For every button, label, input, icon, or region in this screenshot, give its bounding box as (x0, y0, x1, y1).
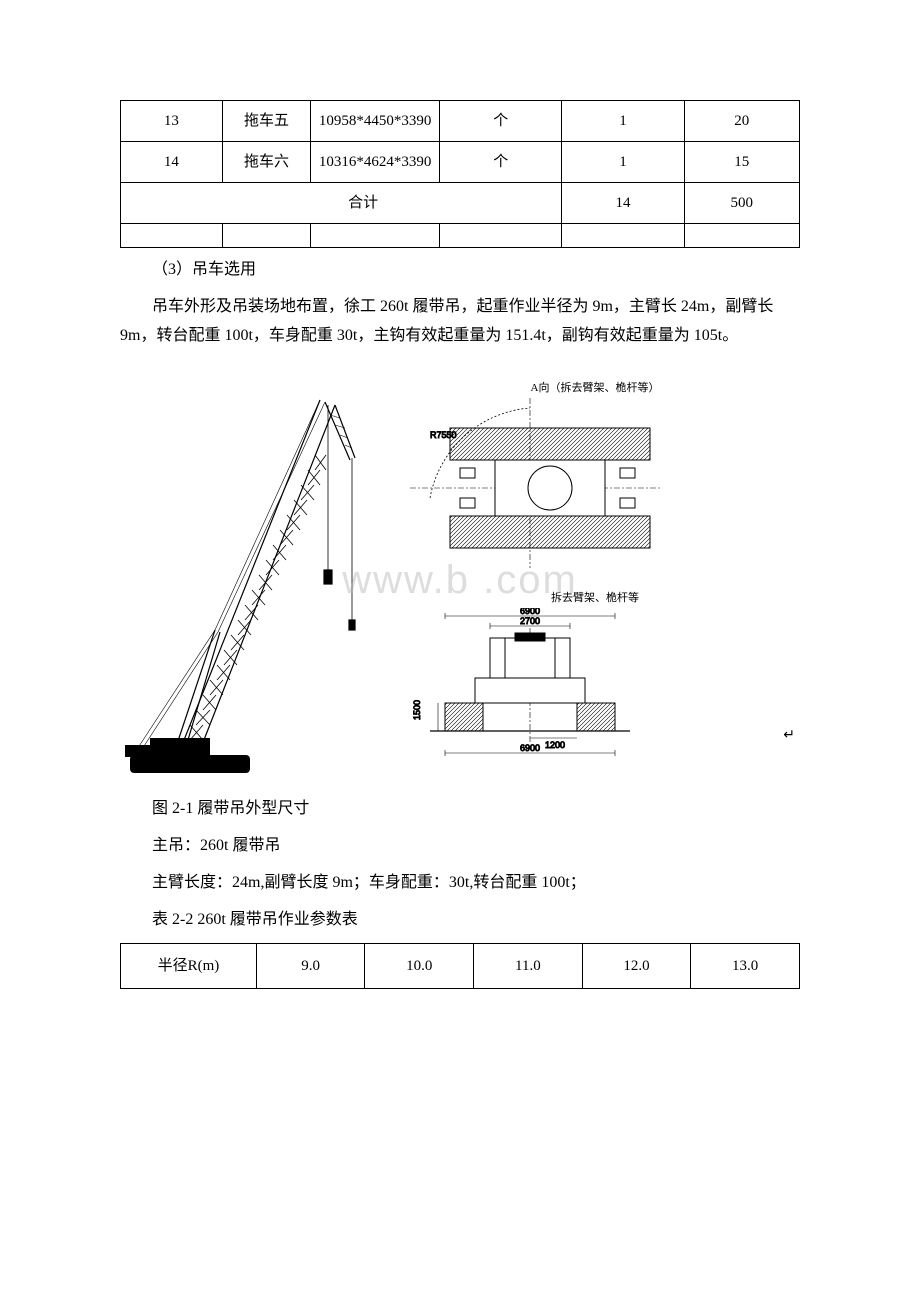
svg-text:2700: 2700 (520, 616, 540, 626)
svg-text:1500: 1500 (412, 700, 422, 720)
cell-qty: 1 (562, 101, 684, 142)
svg-text:6900: 6900 (520, 743, 540, 753)
svg-text:6900: 6900 (520, 608, 540, 616)
crane-top-view: A向（拆去臂架、桅杆等） R7550 (390, 380, 800, 570)
table-total-row: 合计 14 500 (121, 183, 800, 224)
main-crane-spec: 主吊：260t 履带吊 (120, 832, 800, 861)
cell-wt: 20 (684, 101, 799, 142)
crane-diagram: www.b .com (120, 380, 800, 780)
table-row: 13 拖车五 10958*4450*3390 个 1 20 (121, 101, 800, 142)
svg-text:1200: 1200 (545, 740, 565, 750)
cell-qty: 1 (562, 142, 684, 183)
radius-val: 10.0 (365, 943, 474, 988)
radius-table: 半径R(m) 9.0 10.0 11.0 12.0 13.0 (120, 943, 800, 989)
anchor-symbol: ↵ (783, 723, 795, 745)
radius-header: 半径R(m) (121, 943, 257, 988)
top-view-label: A向（拆去臂架、桅杆等） (390, 380, 800, 398)
cell-idx: 14 (121, 142, 223, 183)
crane-side-svg (120, 380, 380, 780)
cell-wt: 15 (684, 142, 799, 183)
table2-caption: 表 2-2 260t 履带吊作业参数表 (120, 906, 800, 935)
crane-rear-svg: 6900 2700 (390, 608, 670, 758)
section-title: （3）吊车选用 (120, 256, 800, 285)
cell-total-qty: 14 (562, 183, 684, 224)
figure-caption: 图 2-1 履带吊外型尺寸 (120, 795, 800, 824)
cell-spec: 10316*4624*3390 (311, 142, 440, 183)
crane-side-view (120, 380, 380, 780)
radius-val: 9.0 (256, 943, 365, 988)
table-row: 14 拖车六 10316*4624*3390 个 1 15 (121, 142, 800, 183)
crane-rear-view: 拆去臂架、桅杆等 6900 2700 (390, 590, 800, 750)
table-empty-row (121, 224, 800, 248)
cell-total-label: 合计 (121, 183, 562, 224)
cell-spec: 10958*4450*3390 (311, 101, 440, 142)
cell-unit: 个 (440, 142, 562, 183)
crane-top-svg: R7550 (390, 398, 670, 568)
table-row: 半径R(m) 9.0 10.0 11.0 12.0 13.0 (121, 943, 800, 988)
components-table: 13 拖车五 10958*4450*3390 个 1 20 14 拖车六 103… (120, 100, 800, 248)
radius-val: 13.0 (691, 943, 800, 988)
rear-view-label: 拆去臂架、桅杆等 (390, 590, 800, 608)
radius-val: 11.0 (474, 943, 583, 988)
cell-unit: 个 (440, 101, 562, 142)
cell-name: 拖车六 (222, 142, 310, 183)
cell-total-wt: 500 (684, 183, 799, 224)
paragraph-crane-desc: 吊车外形及吊装场地布置，徐工 260t 履带吊，起重作业半径为 9m，主臂长 2… (120, 293, 800, 351)
cell-name: 拖车五 (222, 101, 310, 142)
radius-val: 12.0 (582, 943, 691, 988)
arm-spec: 主臂长度：24m,副臂长度 9m；车身配重：30t,转台配重 100t； (120, 869, 800, 898)
cell-idx: 13 (121, 101, 223, 142)
